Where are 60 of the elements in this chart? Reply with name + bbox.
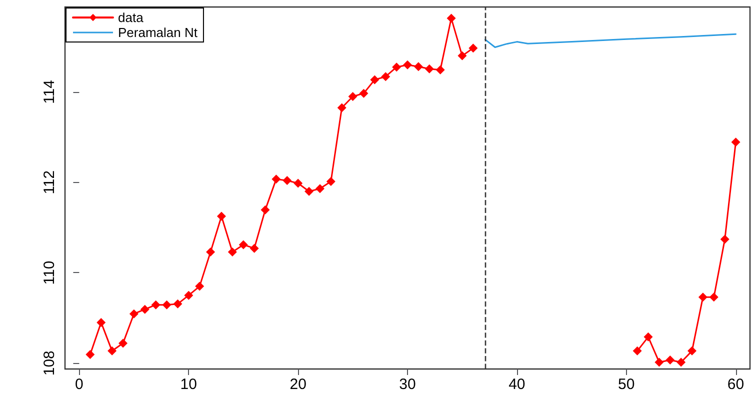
x-tick-label: 20 bbox=[290, 376, 306, 393]
point bbox=[392, 62, 402, 72]
point bbox=[359, 88, 368, 98]
point bbox=[140, 304, 150, 314]
point bbox=[644, 332, 653, 342]
x-tick-label: 60 bbox=[727, 376, 744, 393]
line-series bbox=[484, 33, 737, 48]
y-tick-label: 114 bbox=[41, 80, 58, 104]
point bbox=[195, 282, 204, 291]
x-tick-label: 40 bbox=[508, 376, 526, 393]
point bbox=[381, 72, 390, 82]
point bbox=[370, 75, 380, 84]
point bbox=[151, 300, 160, 310]
point bbox=[698, 292, 708, 302]
point bbox=[272, 174, 281, 184]
point bbox=[282, 176, 292, 186]
point bbox=[468, 44, 478, 53]
point bbox=[184, 290, 194, 300]
point bbox=[250, 244, 259, 253]
point bbox=[446, 14, 456, 23]
point bbox=[206, 247, 216, 256]
point bbox=[326, 176, 336, 186]
y-tick-label: 110 bbox=[41, 260, 58, 285]
point bbox=[731, 138, 740, 147]
point bbox=[294, 178, 303, 188]
point bbox=[173, 299, 182, 308]
point bbox=[96, 318, 106, 327]
point bbox=[414, 62, 423, 72]
x-tick-label: 30 bbox=[399, 376, 416, 393]
point bbox=[666, 355, 675, 364]
point bbox=[304, 186, 314, 196]
point bbox=[315, 184, 324, 194]
point bbox=[260, 205, 270, 214]
x-tick-label: 0 bbox=[75, 376, 84, 393]
point bbox=[676, 358, 686, 367]
point bbox=[654, 358, 664, 367]
point bbox=[162, 300, 172, 310]
point bbox=[458, 51, 467, 60]
point bbox=[348, 92, 358, 101]
legend-label: Peramalan Nt bbox=[118, 25, 198, 40]
x-tick-label: 10 bbox=[180, 376, 197, 393]
y-tick-label: 112 bbox=[41, 170, 58, 194]
x-tick-label: 50 bbox=[618, 376, 635, 393]
point bbox=[424, 64, 434, 74]
point bbox=[436, 65, 445, 74]
point bbox=[709, 292, 718, 302]
point bbox=[632, 346, 642, 356]
legend-label: data bbox=[118, 10, 144, 25]
point bbox=[403, 60, 412, 70]
point bbox=[108, 346, 117, 356]
point bbox=[720, 234, 730, 244]
point bbox=[118, 338, 128, 348]
y-tick-label: 108 bbox=[41, 350, 58, 376]
point bbox=[337, 103, 346, 112]
point bbox=[86, 350, 95, 360]
point bbox=[238, 240, 248, 250]
point bbox=[129, 309, 138, 318]
point bbox=[228, 247, 237, 256]
point bbox=[688, 346, 697, 356]
point bbox=[216, 212, 226, 221]
